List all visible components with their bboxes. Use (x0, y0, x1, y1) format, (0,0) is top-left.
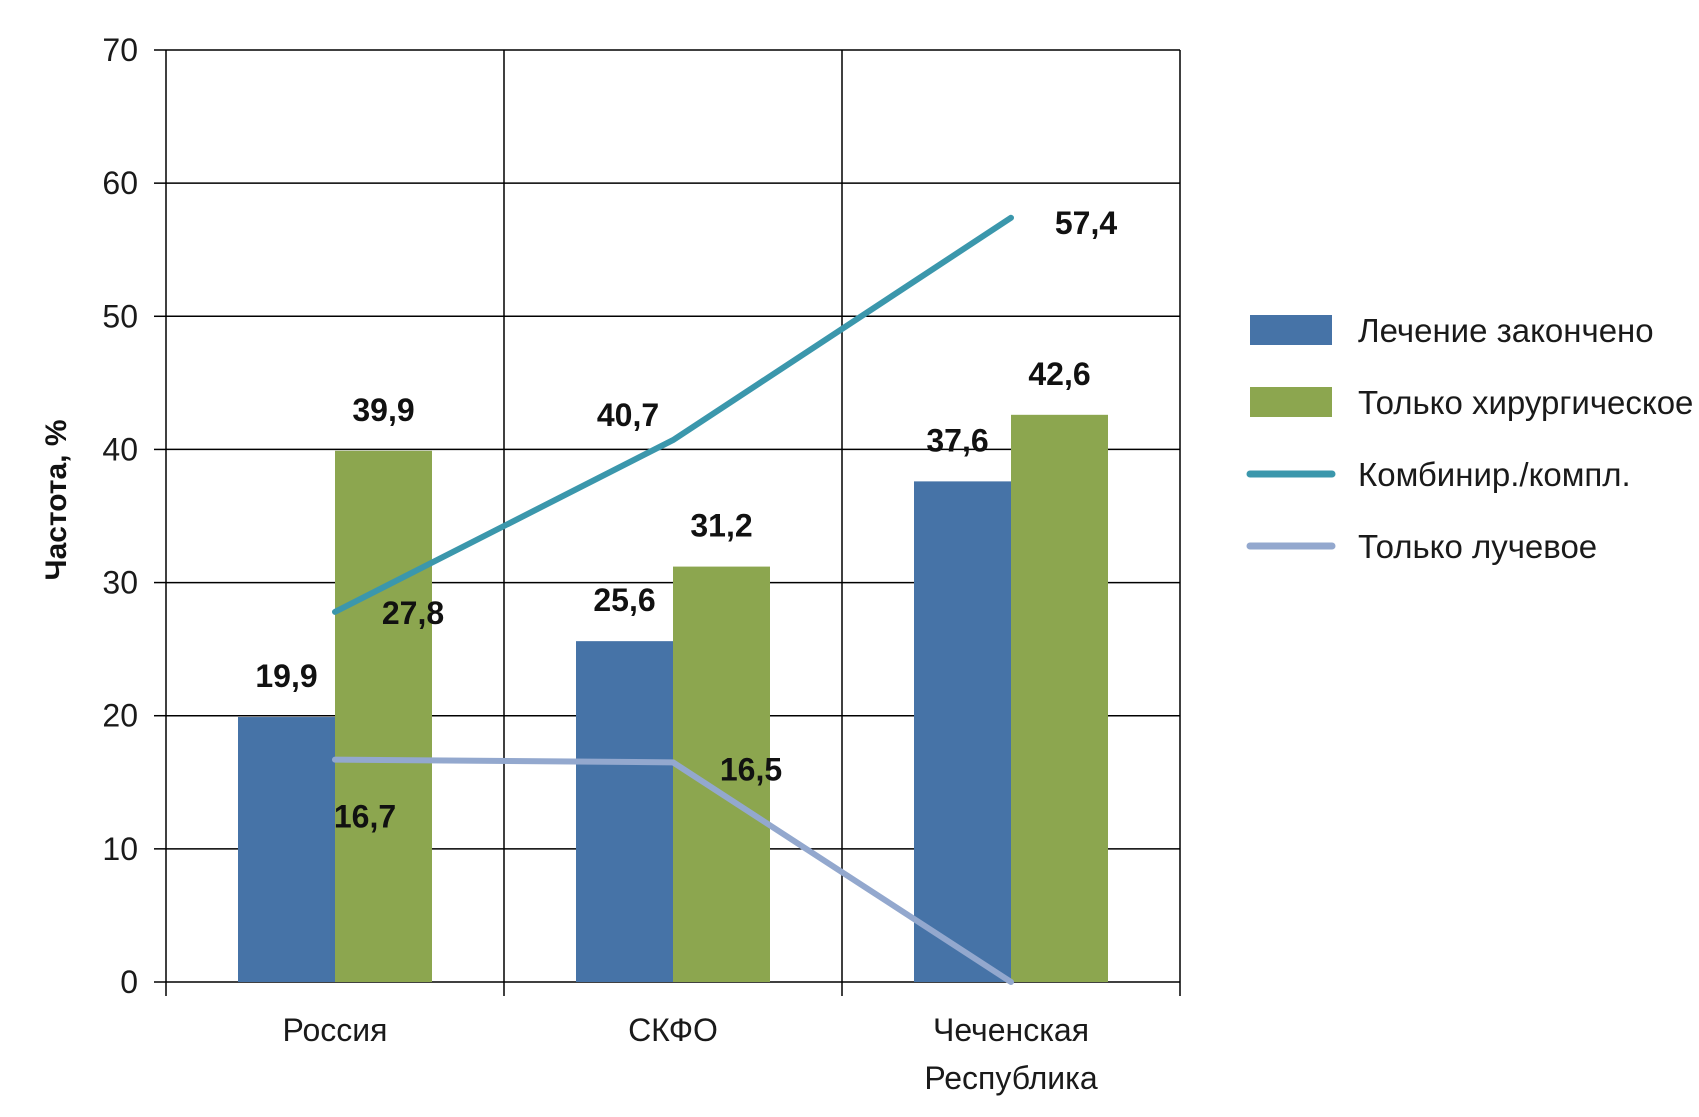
line-value-label: 57,4 (1055, 205, 1117, 241)
y-tick-label: 30 (102, 565, 138, 601)
y-tick-label: 60 (102, 165, 138, 201)
lines (332, 214, 1014, 985)
bar-value-label: 42,6 (1028, 356, 1090, 392)
x-category-label: Чеченская (933, 1012, 1089, 1048)
legend-label: Лечение закончено (1358, 312, 1654, 349)
line-value-label: 16,5 (720, 751, 782, 787)
y-tick-label: 0 (120, 964, 138, 1000)
bar-value-label: 37,6 (926, 422, 988, 458)
y-tick-label: 20 (102, 698, 138, 734)
x-category-label: Россия (283, 1012, 388, 1048)
x-category-label: СКФО (628, 1012, 718, 1048)
y-axis-title: Частота, % (40, 419, 73, 580)
y-tick-label: 50 (102, 298, 138, 334)
data-labels: 19,9 39,9 25,6 31,2 37,6 42,6 27,8 40,7 57,4 16,7… (255, 205, 1117, 835)
line-value-label: 40,7 (597, 397, 659, 433)
bar-value-label: 39,9 (352, 392, 414, 428)
line-point (334, 758, 336, 761)
line-point (1010, 216, 1012, 219)
legend-swatch (1250, 387, 1332, 417)
x-category-label: Республика (924, 1060, 1098, 1096)
bar-value-label: 25,6 (593, 582, 655, 618)
legend-swatch (1250, 315, 1332, 345)
axes: 0 10 20 30 40 50 60 70 Россия СКФО Чеченская Респуб… (102, 32, 1181, 1096)
bar (238, 717, 335, 982)
line-point (672, 439, 674, 442)
bar-value-label: 19,9 (255, 658, 317, 694)
bar (576, 641, 673, 982)
line-point (672, 761, 674, 764)
y-tick-label: 10 (102, 831, 138, 867)
bar-value-label: 31,2 (690, 508, 752, 544)
series-line (332, 214, 1014, 615)
y-tick-label: 40 (102, 431, 138, 467)
legend-label: Только лучевое (1358, 528, 1597, 565)
bar (335, 450, 432, 982)
bar (914, 481, 1011, 982)
line-point (334, 610, 336, 613)
bars (238, 414, 1108, 983)
legend-label: Только хирургическое (1358, 384, 1693, 421)
bar (1011, 414, 1108, 983)
line-value-label: 16,7 (334, 799, 396, 835)
y-tick-label: 70 (102, 32, 138, 68)
legend: Лечение закончено Только хирургическое Ком… (1246, 312, 1693, 565)
line-point (1010, 981, 1012, 983)
legend-label: Комбинир./компл. (1358, 456, 1631, 493)
line-value-label: 27,8 (382, 595, 444, 631)
